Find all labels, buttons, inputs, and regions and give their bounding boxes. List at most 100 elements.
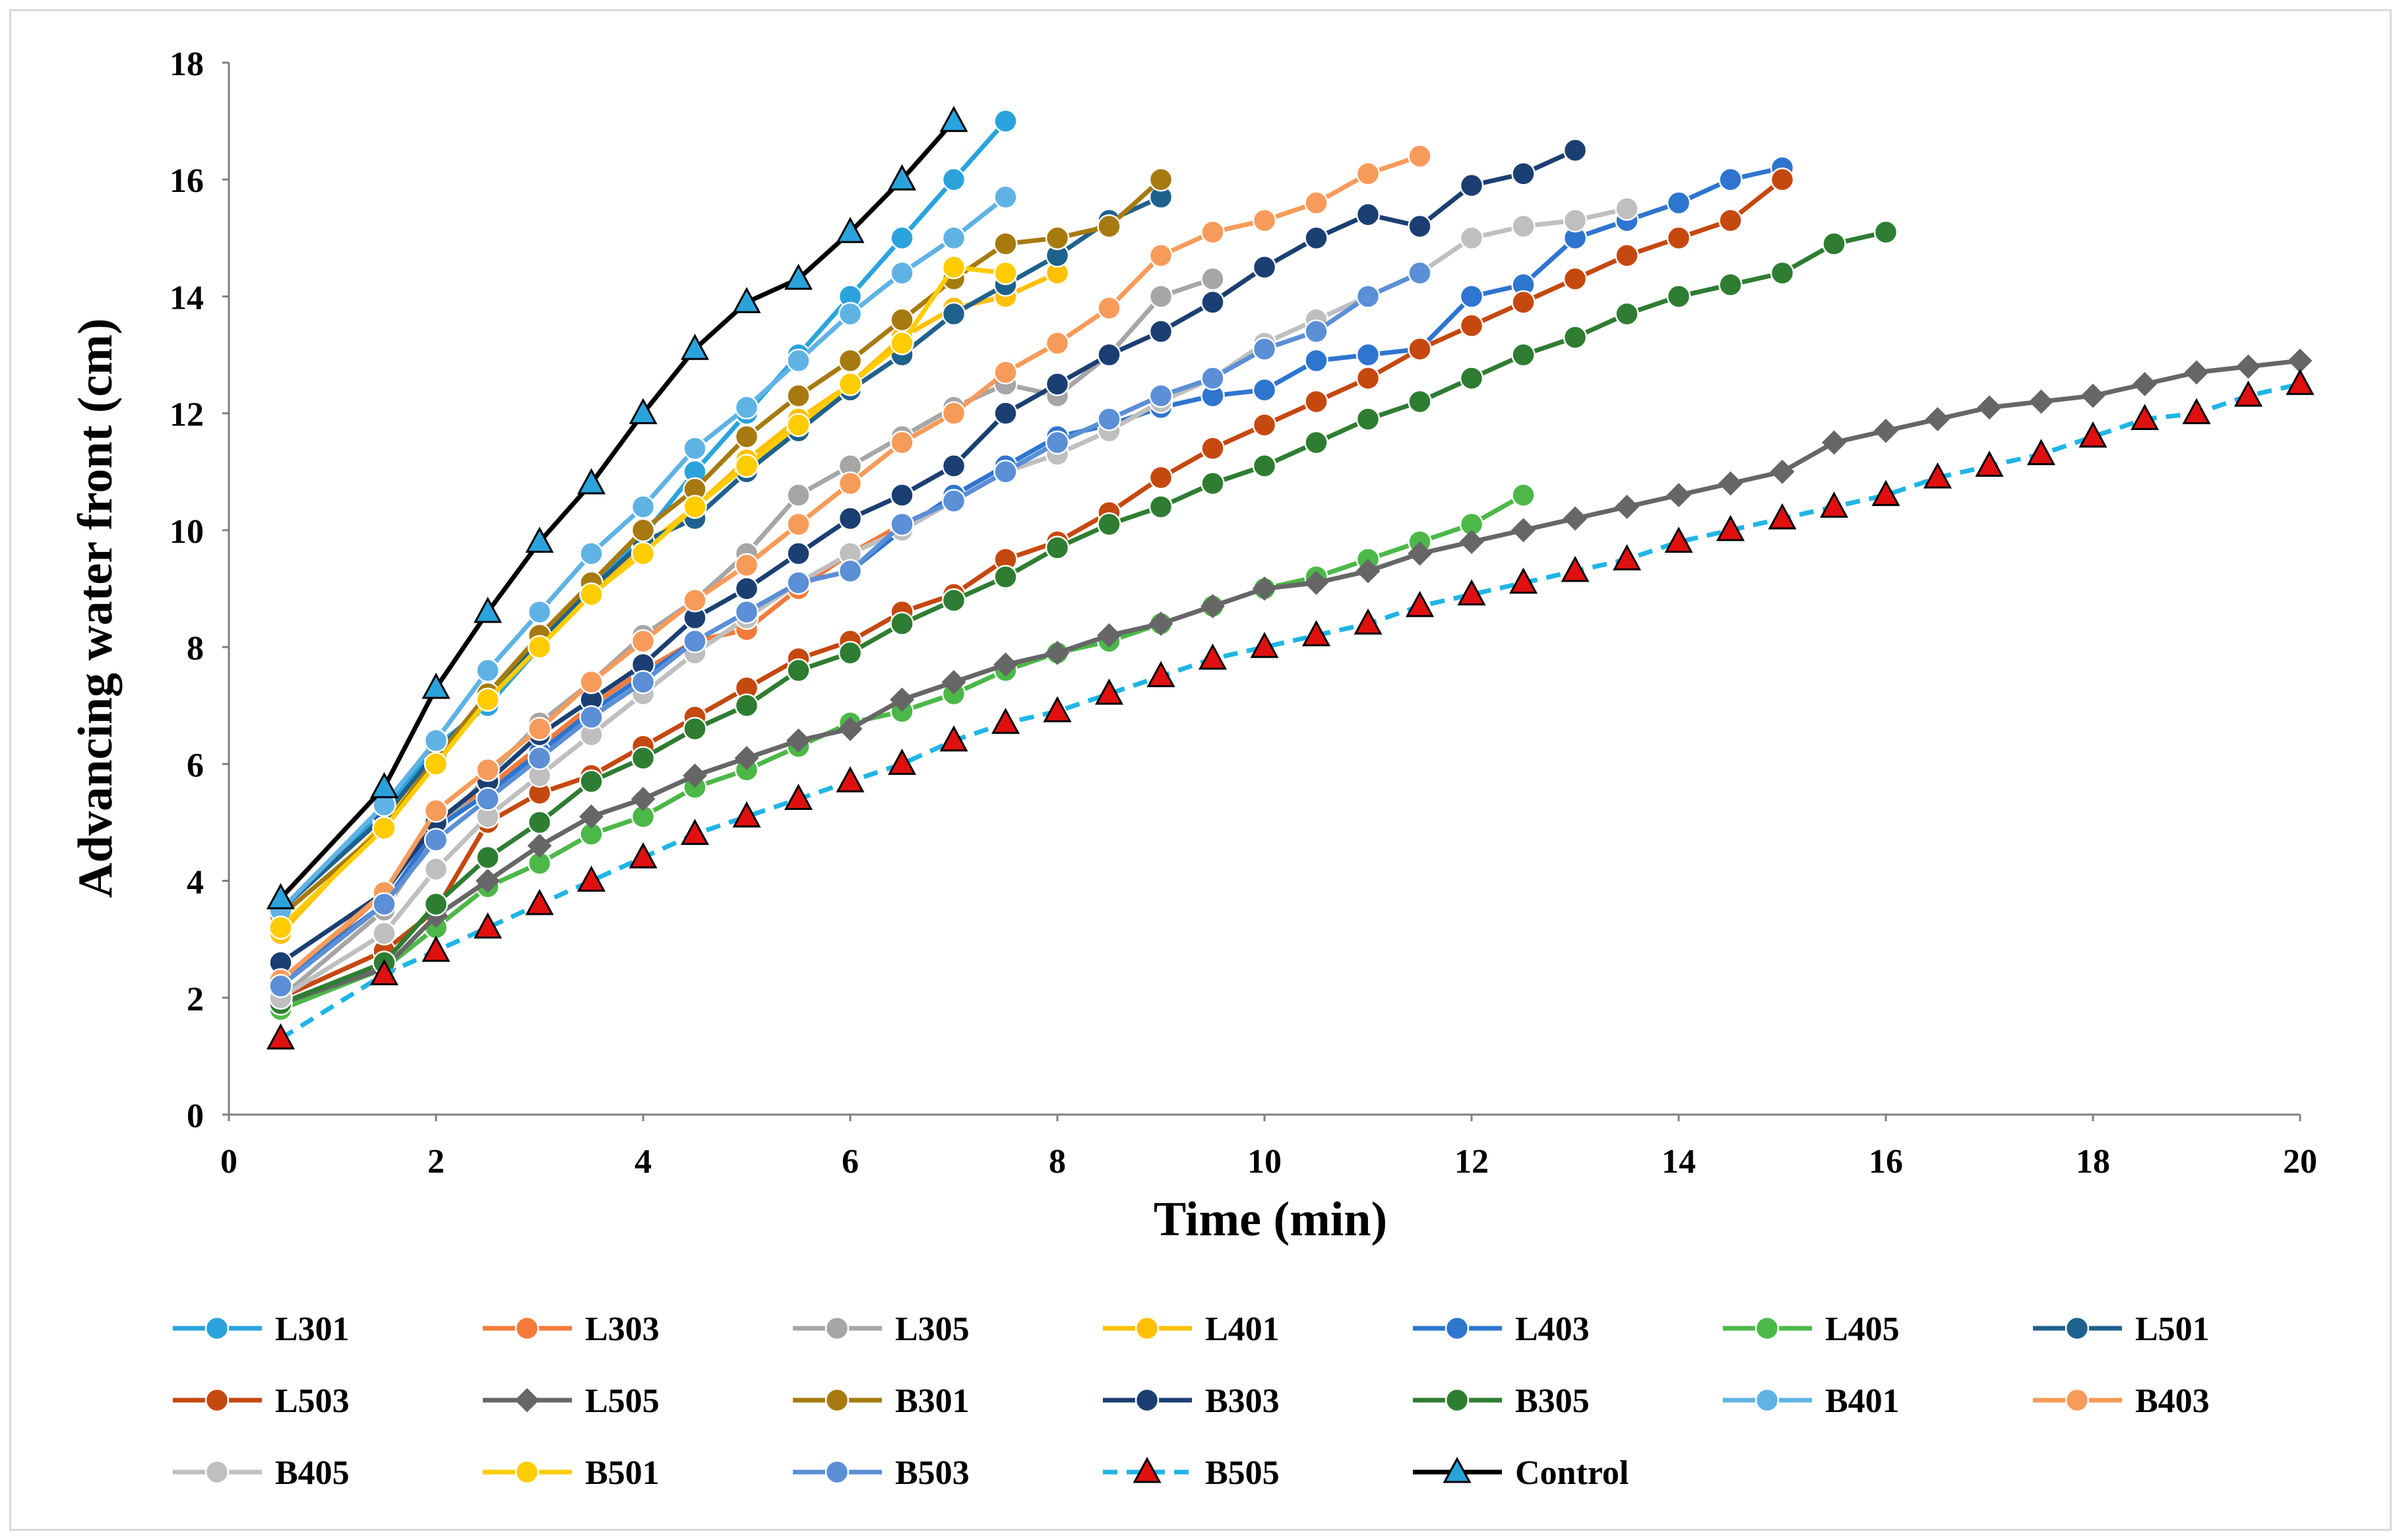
legend-label-l301: L301 [275, 1310, 350, 1348]
data-point-b305 [941, 588, 966, 613]
data-point-b305 [423, 892, 449, 917]
legend-label-l303: L303 [585, 1310, 660, 1348]
data-point-b305 [683, 716, 707, 741]
data-point-b305 [993, 565, 1018, 590]
legend-marker-l403 [1445, 1316, 1470, 1341]
series-layer [266, 106, 2315, 1050]
x-tick-label: 2 [427, 1143, 445, 1181]
data-point-l505 [1563, 506, 1588, 531]
data-point-l503 [1356, 366, 1381, 390]
data-point-b503 [1200, 366, 1225, 390]
data-point-l501 [941, 301, 966, 326]
data-point-b401 [734, 395, 759, 420]
data-point-b305 [1718, 272, 1743, 297]
legend-marker-l405 [1755, 1316, 1780, 1341]
legend-marker-control [1443, 1456, 1472, 1483]
data-point-b505 [421, 935, 451, 962]
y-tick-label: 4 [187, 864, 204, 902]
legend-label-l305: L305 [895, 1310, 970, 1348]
data-point-b401 [579, 541, 604, 566]
data-point-l403 [1304, 348, 1328, 373]
data-point-b501 [579, 582, 604, 607]
data-point-l505 [2184, 360, 2209, 385]
data-point-b305 [1822, 231, 1846, 256]
series-line-b403 [279, 154, 1421, 982]
data-point-b305 [1770, 261, 1795, 286]
data-point-b505 [991, 708, 1020, 734]
legend-marker-b503 [825, 1460, 850, 1485]
data-point-b403 [838, 471, 863, 496]
legend-item-b301: B301 [793, 1382, 970, 1420]
data-point-l505 [1925, 407, 1950, 431]
data-point-l301 [890, 226, 914, 251]
data-point-l505 [1097, 623, 1121, 648]
legend-label-b403: B403 [2135, 1382, 2210, 1420]
data-point-b401 [631, 495, 656, 519]
data-point-b503 [372, 892, 396, 917]
data-point-b505 [525, 888, 554, 915]
data-point-b303 [1252, 255, 1277, 280]
data-point-b505 [2078, 421, 2107, 448]
data-point-l505 [1770, 459, 1795, 484]
data-point-b505 [2286, 369, 2315, 395]
data-point-l503 [1252, 413, 1277, 437]
data-point-b303 [993, 401, 1018, 425]
data-point-b505 [732, 801, 761, 828]
data-point-control [939, 106, 968, 133]
series-b403 [268, 144, 1432, 993]
data-point-l505 [1304, 570, 1328, 596]
data-point-l505 [734, 746, 759, 770]
data-point-b505 [2233, 380, 2263, 407]
series-b401 [268, 185, 1018, 923]
x-tick-label: 6 [842, 1143, 859, 1181]
data-point-b303 [1045, 372, 1070, 396]
legend-item-b503: B503 [793, 1454, 970, 1492]
legend-marker-l303 [514, 1316, 540, 1341]
data-point-b305 [527, 810, 552, 835]
line-chart: 0 2 4 6 8 10 12 14 16 18 0 2 4 6 8 10 12 14 16 18 20 Time (m… [69, 46, 2317, 1492]
data-point-b305 [1563, 325, 1588, 350]
data-point-l505 [786, 728, 811, 753]
chart-frame: 0 2 4 6 8 10 12 14 16 18 0 2 4 6 8 10 12 14 16 18 20 Time (m… [9, 9, 2392, 1531]
data-point-b403 [941, 401, 966, 425]
data-point-b403 [734, 553, 759, 578]
data-point-b303 [1304, 226, 1328, 251]
data-point-b305 [1615, 301, 1639, 326]
y-tick-label: 10 [170, 513, 204, 551]
data-point-b403 [1408, 144, 1432, 169]
legend-marker-b301 [825, 1388, 850, 1413]
legend-item-l405: L405 [1723, 1310, 1900, 1348]
data-point-b401 [993, 185, 1018, 210]
data-point-control [421, 672, 451, 699]
data-point-l505 [1252, 576, 1277, 601]
series-b505 [266, 369, 2315, 1050]
data-point-b403 [993, 360, 1018, 385]
data-point-l503 [1200, 436, 1225, 461]
data-point-b503 [527, 746, 552, 770]
data-point-b301 [1097, 214, 1121, 239]
data-point-b305 [1045, 536, 1070, 560]
data-point-b303 [1459, 173, 1484, 198]
x-tick-label: 16 [1869, 1143, 1903, 1181]
data-point-b305 [631, 746, 656, 770]
data-point-b403 [683, 588, 707, 613]
data-point-l505 [2236, 354, 2261, 379]
data-point-b505 [1768, 503, 1797, 530]
data-point-b405 [1459, 226, 1484, 251]
legend-item-l403: L403 [1413, 1310, 1590, 1348]
data-point-b403 [527, 716, 552, 741]
data-point-b505 [1923, 462, 1952, 489]
data-point-l505 [476, 869, 500, 893]
legend-marker-l305 [825, 1316, 850, 1341]
data-point-b305 [1459, 366, 1484, 390]
data-point-b503 [1045, 430, 1070, 455]
data-point-b305 [1097, 512, 1121, 537]
data-point-b505 [1664, 526, 1693, 553]
data-point-l505 [1666, 483, 1691, 508]
data-point-b505 [939, 725, 968, 752]
x-tick-label: 14 [1662, 1143, 1696, 1181]
legend-item-l303: L303 [483, 1310, 660, 1348]
data-point-b505 [1716, 514, 1745, 541]
data-point-b305 [1252, 454, 1277, 478]
data-point-b303 [786, 541, 811, 566]
